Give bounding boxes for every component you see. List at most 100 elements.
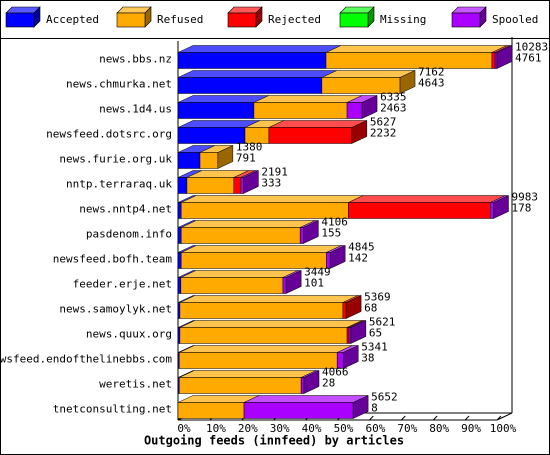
bar-side xyxy=(329,245,346,269)
bar-side xyxy=(351,120,368,144)
category-label: news.bbs.nz xyxy=(99,53,172,66)
bar-label-total: 4066 xyxy=(322,366,349,379)
category-label: news.nntp4.net xyxy=(79,203,172,216)
bar-top xyxy=(179,295,359,303)
category-label: nntp.terraraq.uk xyxy=(66,178,172,191)
bar-segment xyxy=(491,52,496,69)
x-tick-label: 30% xyxy=(270,422,290,435)
bar-segment xyxy=(177,177,188,194)
bar-segment xyxy=(177,252,182,269)
category-label: newsfeed.dotsrc.org xyxy=(46,128,172,141)
bar-segment xyxy=(490,202,494,219)
bar-label-count: 4761 xyxy=(515,52,542,65)
bar-label-total: 4106 xyxy=(321,216,348,229)
x-tick xyxy=(464,415,470,421)
bar-side xyxy=(285,270,302,294)
bar-top xyxy=(177,70,337,78)
x-tick xyxy=(369,415,374,421)
x-tick-label: 70% xyxy=(397,422,417,435)
category-label: newsfeed.bofh.team xyxy=(53,253,173,266)
bar-segment xyxy=(179,352,338,369)
bar-top xyxy=(179,320,363,328)
bar-top xyxy=(180,270,299,278)
bar-top xyxy=(243,395,369,403)
bar-top xyxy=(179,345,353,353)
bar-segment xyxy=(282,277,287,294)
bar-label-count: 178 xyxy=(511,202,531,215)
bar-segment xyxy=(180,227,301,244)
bar-label-total: 4845 xyxy=(348,241,375,254)
category-label: news.quux.org xyxy=(86,328,172,341)
bar-segment xyxy=(177,277,182,294)
bar-label-count: 2232 xyxy=(370,127,397,140)
bar-side xyxy=(352,395,369,419)
bar-segment xyxy=(177,77,323,94)
bar-segment xyxy=(179,327,348,344)
bar-segment xyxy=(179,302,344,319)
legend-swatch xyxy=(451,12,481,28)
bar-label-count: 333 xyxy=(261,177,281,190)
bar-label-total: 3449 xyxy=(304,266,331,279)
bar-segment xyxy=(268,127,353,144)
bar-label-total: 5621 xyxy=(369,316,396,329)
legend-label: Rejected xyxy=(268,13,321,26)
category-label: feeder.erje.net xyxy=(73,278,172,291)
bar-label-count: 38 xyxy=(361,352,374,365)
legend-swatch xyxy=(5,12,35,28)
bar-label-total: 2191 xyxy=(261,166,288,179)
category-label: pasdenom.info xyxy=(86,228,172,241)
bar-top xyxy=(181,245,342,253)
legend-label: Spooled xyxy=(492,13,538,26)
bar-top xyxy=(321,70,416,78)
bar-label-total: 7162 xyxy=(418,66,445,79)
bar-segment xyxy=(299,227,304,244)
bar-side xyxy=(303,370,320,394)
category-label: newsfeed.endofthelinebbs.com xyxy=(0,353,172,366)
bar-segment xyxy=(300,377,305,394)
bar-segment xyxy=(177,402,245,419)
x-tick-label: 0% xyxy=(177,422,191,435)
category-label: news.furie.org.uk xyxy=(59,153,172,166)
bar-label-count: 101 xyxy=(304,277,324,290)
bar-side xyxy=(342,345,359,369)
bar-segment xyxy=(177,327,181,344)
bar-segment xyxy=(240,177,244,194)
bar-top xyxy=(181,220,316,228)
bar-label-total: 1380 xyxy=(236,141,263,154)
legend-swatch xyxy=(116,12,146,28)
bar-segment xyxy=(177,102,255,119)
bar-segment xyxy=(346,327,350,344)
bar-label-count: 4643 xyxy=(418,77,445,90)
legend-label: Missing xyxy=(380,13,426,26)
x-axis-title: Outgoing feeds (innfeed) by articles xyxy=(144,434,404,448)
bar-side xyxy=(345,295,362,319)
bar-segment xyxy=(253,102,348,119)
x-tick-label: 80% xyxy=(429,422,449,435)
bar-segment xyxy=(179,377,302,394)
bar-label-total: 5369 xyxy=(364,291,391,304)
bar-top xyxy=(181,195,364,203)
bar-label-count: 65 xyxy=(369,327,382,340)
bar-segment xyxy=(177,202,182,219)
x-tick-label: 90% xyxy=(461,422,481,435)
bar-top xyxy=(177,95,270,103)
bar-label-count: 142 xyxy=(348,252,368,265)
bar-top xyxy=(325,45,508,53)
bar-segment xyxy=(177,227,182,244)
bar-label-total: 6335 xyxy=(380,91,407,104)
legend-label: Refused xyxy=(157,13,203,26)
bar-label-count: 8 xyxy=(371,402,378,415)
bar-side xyxy=(243,170,259,194)
legend-swatch xyxy=(339,12,369,28)
bar-side xyxy=(493,195,509,219)
legend-swatch xyxy=(227,12,257,28)
bar-side xyxy=(303,220,319,244)
bar-top xyxy=(179,370,317,378)
category-label: news.chmurka.net xyxy=(66,78,172,91)
x-tick-label: 50% xyxy=(334,422,354,435)
bar-side xyxy=(217,145,234,169)
bar-segment xyxy=(233,177,242,194)
bar-side xyxy=(350,320,367,344)
